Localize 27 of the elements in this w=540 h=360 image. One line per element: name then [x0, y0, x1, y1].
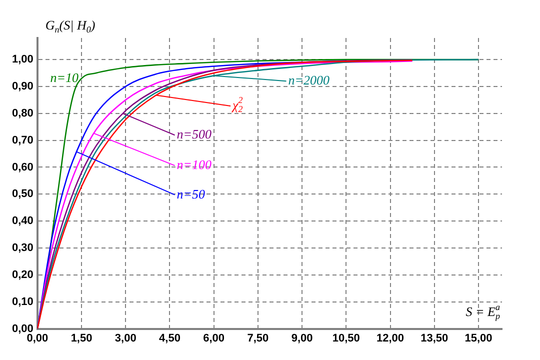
text: n=500: [176, 126, 212, 142]
y-tick-label: 0,20: [12, 268, 34, 281]
x-tick-label: 3,00: [114, 332, 136, 344]
y-tick-label: 0,40: [12, 215, 34, 228]
x-tick-label: 4,50: [159, 332, 180, 344]
y-tick-label: 0,70: [12, 134, 34, 146]
x-tick-label: 7,50: [247, 332, 269, 344]
text: n=50: [176, 186, 206, 202]
y-tick-label: 0,30: [12, 242, 34, 254]
y-tick-label: 0,90: [12, 80, 34, 92]
x-tick-label: 1,50: [70, 332, 92, 344]
y-tick-label: 0,10: [12, 296, 34, 308]
y-tick-label: 0,00: [12, 322, 34, 335]
series-label: n=10: [50, 70, 80, 85]
x-tick-label: 0,00: [26, 332, 48, 344]
x-tick-label: 13,50: [420, 332, 448, 344]
y-tick-label: 0,60: [12, 161, 34, 174]
series-label: n=2000: [288, 72, 330, 88]
x-tick-label: 10,50: [332, 332, 360, 344]
x-tick-label: 12,00: [376, 332, 404, 344]
x-tick-label: 9,00: [291, 332, 313, 344]
y-tick-label: 1,00: [12, 54, 34, 66]
y-tick-label: 0,80: [12, 107, 34, 120]
x-tick-label: 15,00: [464, 332, 492, 344]
y-tick-label: 0,50: [12, 188, 34, 200]
text: n=100: [176, 156, 212, 172]
x-tick-label: 6,00: [203, 332, 225, 344]
